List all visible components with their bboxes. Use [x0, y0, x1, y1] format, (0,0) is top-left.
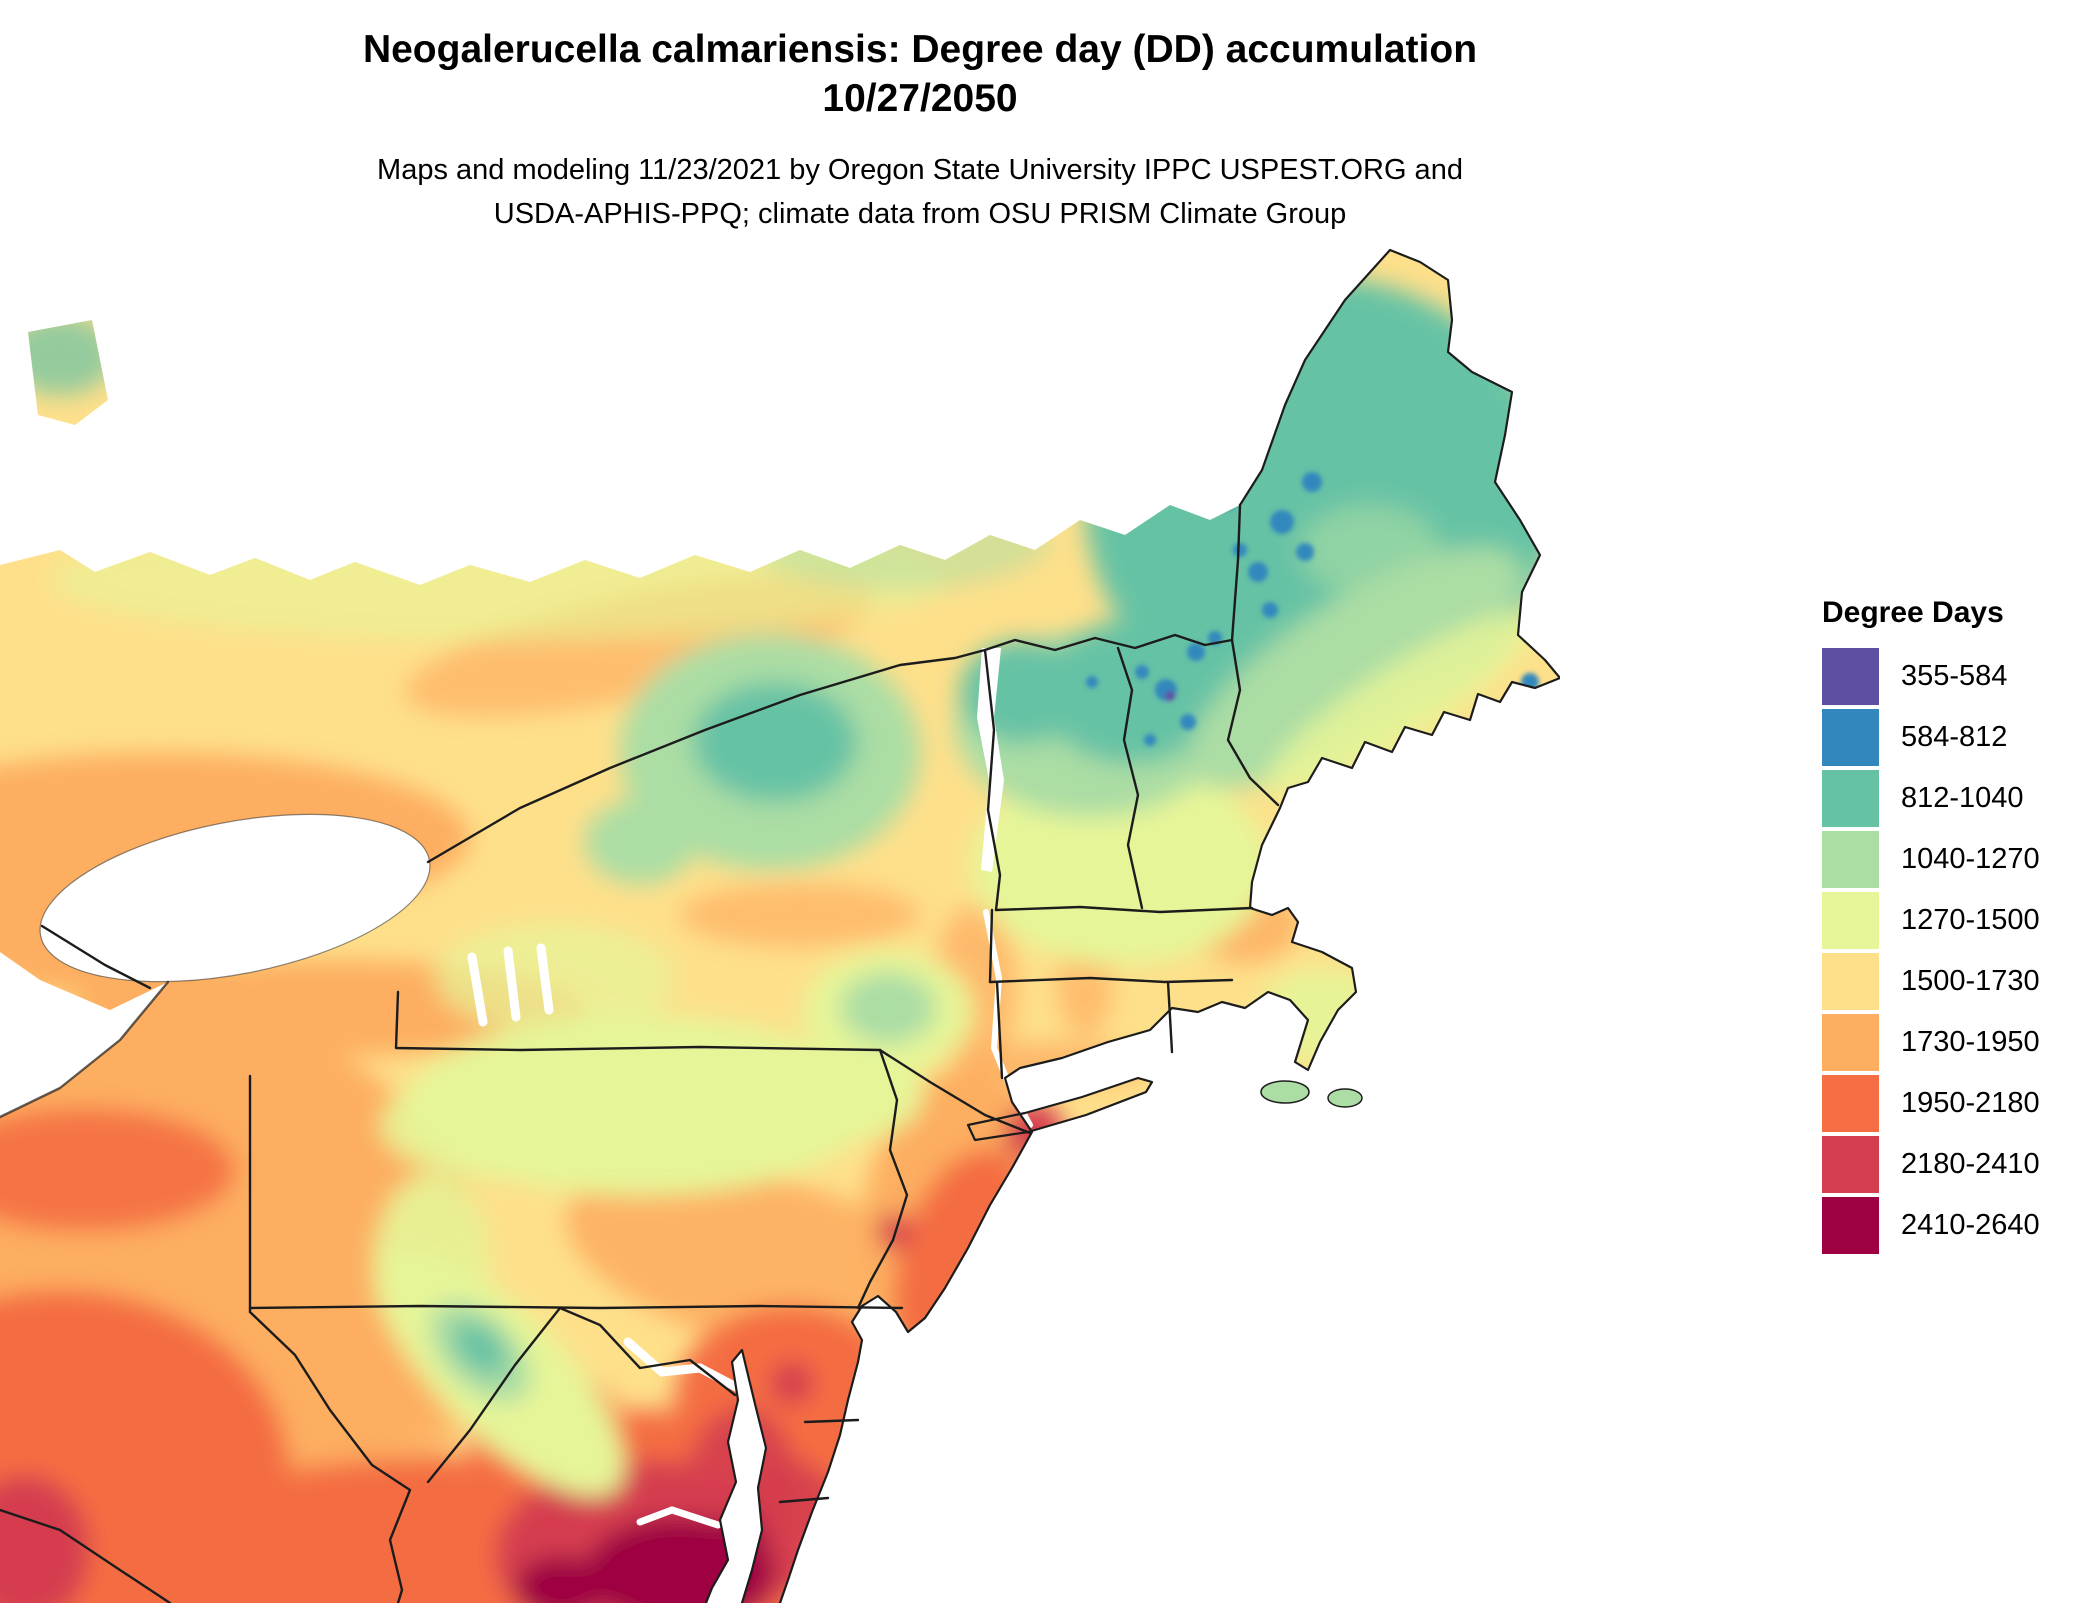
legend-label: 812-1040	[1901, 782, 2024, 814]
nantucket	[1327, 1088, 1363, 1108]
legend-label: 355-584	[1901, 660, 2008, 692]
legend-entry: 584-812	[1822, 709, 2090, 766]
border-lake-erie-shore	[0, 980, 170, 1119]
legend-swatch	[1822, 648, 1879, 705]
map-date: 10/27/2050	[822, 76, 1018, 120]
border-nj-pa	[856, 1048, 909, 1310]
state-borders	[0, 503, 1280, 1605]
legend-swatch	[1822, 831, 1879, 888]
finger-lakes	[467, 943, 554, 1027]
border-ma-south	[988, 976, 1234, 984]
border-ny-pa	[394, 990, 882, 1052]
legend-label: 1950-2180	[1901, 1087, 2040, 1119]
border-wv-va	[426, 1306, 562, 1484]
border-md-va-potomac	[558, 1306, 737, 1397]
legend-entry: 1500-1730	[1822, 953, 2090, 1010]
coastline	[704, 248, 1562, 1605]
legend-entry: 355-584	[1822, 648, 2090, 705]
hudson-river	[983, 909, 1033, 1128]
legend-swatch	[1822, 709, 1879, 766]
legend-swatch	[1822, 1136, 1879, 1193]
legend-swatch	[1822, 1197, 1879, 1254]
legend-entry: 1730-1950	[1822, 1014, 2090, 1071]
page-title: Neogalerucella calmariensis: Degree day …	[362, 28, 1478, 71]
credits: Maps and modeling 11/23/2021 by Oregon S…	[0, 148, 1840, 238]
border-ma-north	[994, 905, 1254, 914]
long-island-outline	[966, 1076, 1154, 1142]
potomac-river	[623, 1337, 743, 1393]
credits-line-2: USDA-APHIS-PPQ; climate data from OSU PR…	[493, 198, 1347, 231]
legend-entry: 2410-2640	[1822, 1197, 2090, 1254]
water-bodies	[39, 648, 1033, 1529]
islands	[1260, 1080, 1363, 1108]
legend-title: Degree Days	[1822, 596, 2004, 629]
legend-swatch	[1822, 1014, 1879, 1071]
legend-entry: 1040-1270	[1822, 831, 2090, 888]
legend-label: 2410-2640	[1901, 1209, 2040, 1241]
border-mason-dixon	[248, 1304, 904, 1310]
legend-swatch	[1822, 892, 1879, 949]
border-ny-ma	[988, 908, 994, 984]
legend-entries: 355-584 584-812 812-1040 1040-1270 1270-1500…	[1822, 648, 2090, 1254]
legend-entry: 812-1040	[1822, 770, 2090, 827]
legend-label: 1270-1500	[1901, 904, 2040, 936]
border-nh-me	[1226, 638, 1280, 807]
lake-champlain	[977, 648, 1004, 872]
legend-entry: 1270-1500	[1822, 892, 2090, 949]
james-river	[636, 1506, 722, 1529]
border-md-va-delmarva	[778, 1496, 830, 1504]
border-ny-nj	[878, 1048, 1032, 1135]
degree-day-map	[0, 248, 1562, 1605]
legend-label: 2180-2410	[1901, 1148, 2040, 1180]
legend-label: 1040-1270	[1901, 843, 2040, 875]
legend-entry: 2180-2410	[1822, 1136, 2090, 1193]
border-ct-ny	[995, 980, 1004, 1080]
legend-label: 584-812	[1901, 721, 2008, 753]
cold-pockets	[1086, 472, 1539, 746]
legend: Degree Days 355-584 584-812 812-1040 1040-1…	[1822, 596, 2090, 1254]
degree-day-shading	[0, 277, 1555, 1603]
legend-entry: 1950-2180	[1822, 1075, 2090, 1132]
legend-label: 1500-1730	[1901, 965, 2040, 997]
border-ky	[0, 1508, 172, 1605]
border-ny-vt	[983, 648, 1002, 912]
header: Neogalerucella calmariensis: Degree day …	[0, 26, 1840, 237]
legend-swatch	[1822, 953, 1879, 1010]
marthas-vineyard	[1260, 1080, 1310, 1104]
border-ct-ri	[1166, 980, 1174, 1054]
legend-swatch	[1822, 1075, 1879, 1132]
map-container	[0, 220, 1562, 1605]
legend-swatch	[1822, 770, 1879, 827]
border-de-md	[803, 1418, 860, 1424]
credits-line-1: Maps and modeling 11/23/2021 by Oregon S…	[377, 153, 1463, 186]
border-niagara	[40, 924, 152, 990]
legend-label: 1730-1950	[1901, 1026, 2040, 1058]
border-oh-wv	[248, 1310, 412, 1605]
border-us-canada	[426, 503, 1242, 864]
border-vt-nh	[1116, 646, 1144, 910]
